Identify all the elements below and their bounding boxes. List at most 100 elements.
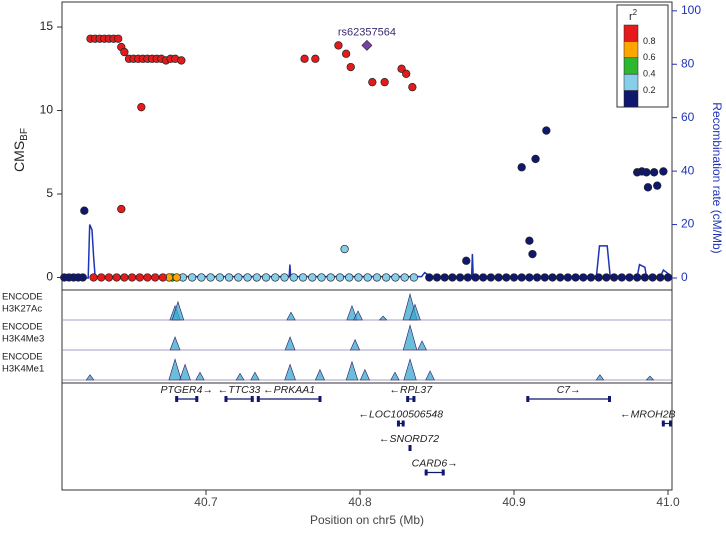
- snp-point: [252, 273, 261, 282]
- lead-snp: [361, 39, 373, 51]
- track-label: ENCODE: [2, 322, 43, 333]
- y2-tick-label: 100: [681, 3, 701, 17]
- snp-point: [215, 273, 225, 282]
- snp-point: [649, 168, 659, 177]
- track-peak: [353, 310, 363, 321]
- track-peak: [359, 368, 370, 381]
- snp-point: [311, 54, 320, 63]
- snp-point: [114, 34, 123, 43]
- snp-point: [486, 273, 496, 282]
- snp-point: [586, 273, 596, 282]
- snp-point: [409, 273, 419, 282]
- y2-tick-label: 60: [681, 110, 695, 124]
- snp-point: [354, 273, 363, 282]
- snp-point: [317, 273, 326, 282]
- snp-point: [143, 273, 152, 282]
- snp-point: [633, 273, 642, 282]
- snp-point: [261, 273, 271, 282]
- gene-exon: [424, 469, 428, 476]
- gene-label: ←TTC33: [218, 384, 261, 396]
- snp-point: [120, 47, 129, 57]
- snp-point: [643, 183, 653, 192]
- track-peak: [402, 324, 418, 351]
- snp-point: [120, 273, 129, 282]
- legend-swatch: [623, 24, 639, 42]
- snp-point: [158, 273, 168, 282]
- snp-point: [97, 273, 106, 282]
- track-peak: [345, 360, 359, 381]
- snp-point: [243, 273, 252, 282]
- snp-point: [177, 56, 186, 65]
- snp-point: [640, 273, 650, 282]
- track-peak: [179, 363, 191, 381]
- x-tick-label: 40.9: [502, 495, 526, 509]
- snp-point: [382, 273, 391, 282]
- track-peak: [284, 363, 296, 381]
- snp-point: [656, 273, 665, 282]
- snp-point: [648, 273, 657, 282]
- y2-tick-label: 0: [681, 270, 688, 284]
- gene-exon: [441, 469, 445, 476]
- snp-point: [224, 273, 234, 282]
- recombination-line: [62, 224, 673, 279]
- snp-point: [137, 103, 146, 112]
- track-label: H3K27Ac: [2, 304, 42, 315]
- gene-label: ←PRKAA1: [263, 384, 315, 396]
- legend-swatch: [623, 41, 639, 59]
- snp-point: [425, 273, 434, 282]
- track-peak: [350, 338, 361, 351]
- snp-point: [494, 273, 503, 282]
- track-peak: [390, 371, 400, 381]
- snp-point: [380, 77, 389, 87]
- snp-point: [127, 273, 137, 282]
- track-peak: [409, 303, 421, 321]
- snp-point: [659, 167, 668, 176]
- track-peak: [286, 311, 296, 321]
- track-label: ENCODE: [2, 352, 43, 363]
- lead-snp-label: rs62357564: [338, 26, 396, 38]
- legend-title: r2: [629, 8, 638, 23]
- snp-point: [112, 273, 121, 282]
- snp-point: [308, 273, 317, 282]
- snp-point: [363, 273, 372, 282]
- track-peak: [235, 372, 245, 381]
- snp-point: [548, 273, 557, 282]
- gene-label: ←SNORD72: [379, 433, 439, 445]
- snp-point: [602, 273, 611, 282]
- track-peak: [171, 300, 185, 321]
- gene-exon: [195, 396, 199, 402]
- x-tick-label: 40.8: [348, 495, 372, 509]
- snp-point: [298, 273, 308, 282]
- snp-point: [509, 273, 519, 282]
- snp-point: [300, 54, 309, 63]
- y2-axis-label: Recombination rate (cM/Mb): [710, 102, 724, 253]
- gene-exon: [224, 396, 228, 402]
- snp-point: [579, 273, 588, 282]
- snp-point: [271, 273, 280, 282]
- gene-exon: [406, 396, 410, 402]
- snp-point: [372, 273, 382, 282]
- y-label-sub: BF: [19, 128, 30, 141]
- track-peak: [346, 304, 358, 321]
- snp-point: [197, 273, 206, 282]
- gene-exon: [661, 420, 665, 427]
- snp-point: [326, 273, 335, 282]
- y-tick-label: 5: [46, 186, 53, 200]
- snp-point: [517, 163, 526, 172]
- legend-title-main: r: [629, 11, 633, 23]
- legend-swatch: [623, 73, 639, 91]
- snp-point: [479, 273, 488, 282]
- y-tick-label: 0: [46, 270, 53, 284]
- snp-point: [89, 273, 98, 282]
- track-peak: [417, 340, 427, 351]
- legend-title-sup: 2: [633, 8, 638, 17]
- snp-point: [334, 41, 343, 50]
- y2-tick-label: 80: [681, 56, 695, 70]
- snp-point: [642, 168, 651, 177]
- snp-point: [408, 82, 417, 92]
- snp-point: [280, 273, 289, 282]
- snp-point: [653, 181, 662, 190]
- track-frame: [61, 289, 673, 384]
